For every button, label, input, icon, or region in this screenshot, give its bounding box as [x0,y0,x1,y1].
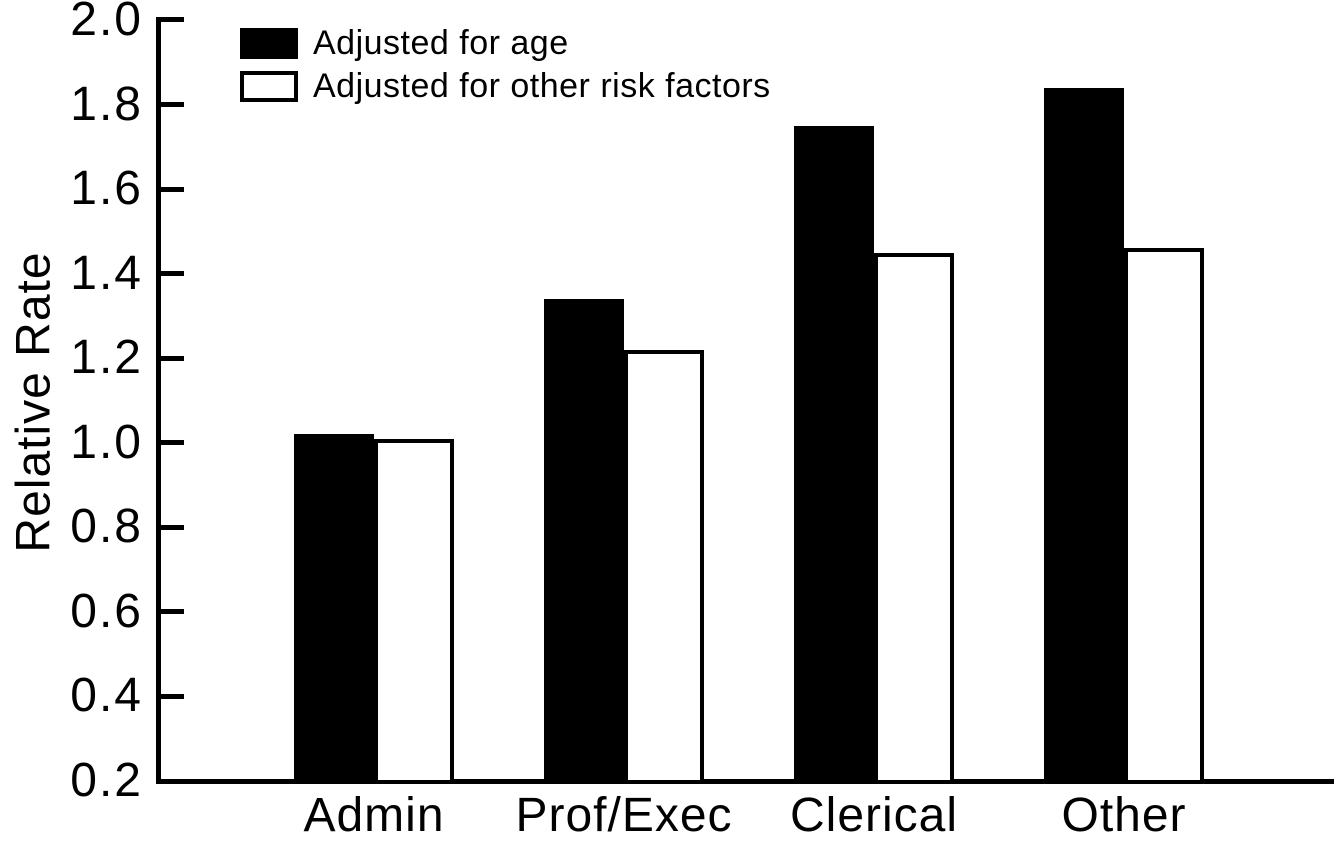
y-tick [161,693,184,699]
y-tick-label: 1.0 [70,415,143,469]
y-axis-title: Relative Rate [7,251,61,553]
y-tick [161,609,184,615]
y-tick [161,355,184,361]
bar-open [874,252,954,784]
y-tick-label: 1.2 [70,331,143,385]
bar-open [624,349,704,784]
y-tick-label: 1.6 [70,162,143,216]
bar-filled [1044,87,1124,784]
y-tick [161,102,184,108]
legend-entry-adjusted-for-other-risk-factors: Adjusted for other risk factors [240,69,771,103]
y-tick [161,524,184,530]
bar-open [1124,248,1204,784]
bar-filled [294,434,374,784]
y-tick-label: 0.6 [70,584,143,638]
y-tick-label: 0.8 [70,500,143,554]
y-tick [161,17,184,23]
y-tick-label: 0.4 [70,669,143,723]
x-axis-spine [156,779,1334,784]
legend-swatch-open-icon [240,70,298,102]
y-tick [161,186,184,192]
bar-filled [544,299,624,784]
y-tick-label: 0.2 [70,754,143,807]
legend-entry-adjusted-for-age: Adjusted for age [240,26,771,60]
legend: Adjusted for age Adjusted for other risk… [240,26,771,103]
bar-open [374,438,454,784]
y-tick [161,271,184,277]
y-tick [161,440,184,446]
x-category-label: Admin [303,789,445,842]
legend-label-adjusted-for-other-risk-factors: Adjusted for other risk factors [313,67,771,105]
y-tick-label: 2.0 [70,0,143,46]
x-category-label: Prof/Exec [515,789,733,842]
legend-label-adjusted-for-age: Adjusted for age [313,24,569,62]
y-tick-label: 1.8 [70,77,143,131]
x-category-label: Clerical [789,789,959,842]
y-tick-label: 1.4 [70,246,143,300]
y-axis-spine [156,17,161,782]
bar-filled [794,125,874,784]
y-tick [161,778,184,784]
legend-swatch-filled-icon [240,27,298,59]
x-category-label: Other [1061,789,1187,842]
